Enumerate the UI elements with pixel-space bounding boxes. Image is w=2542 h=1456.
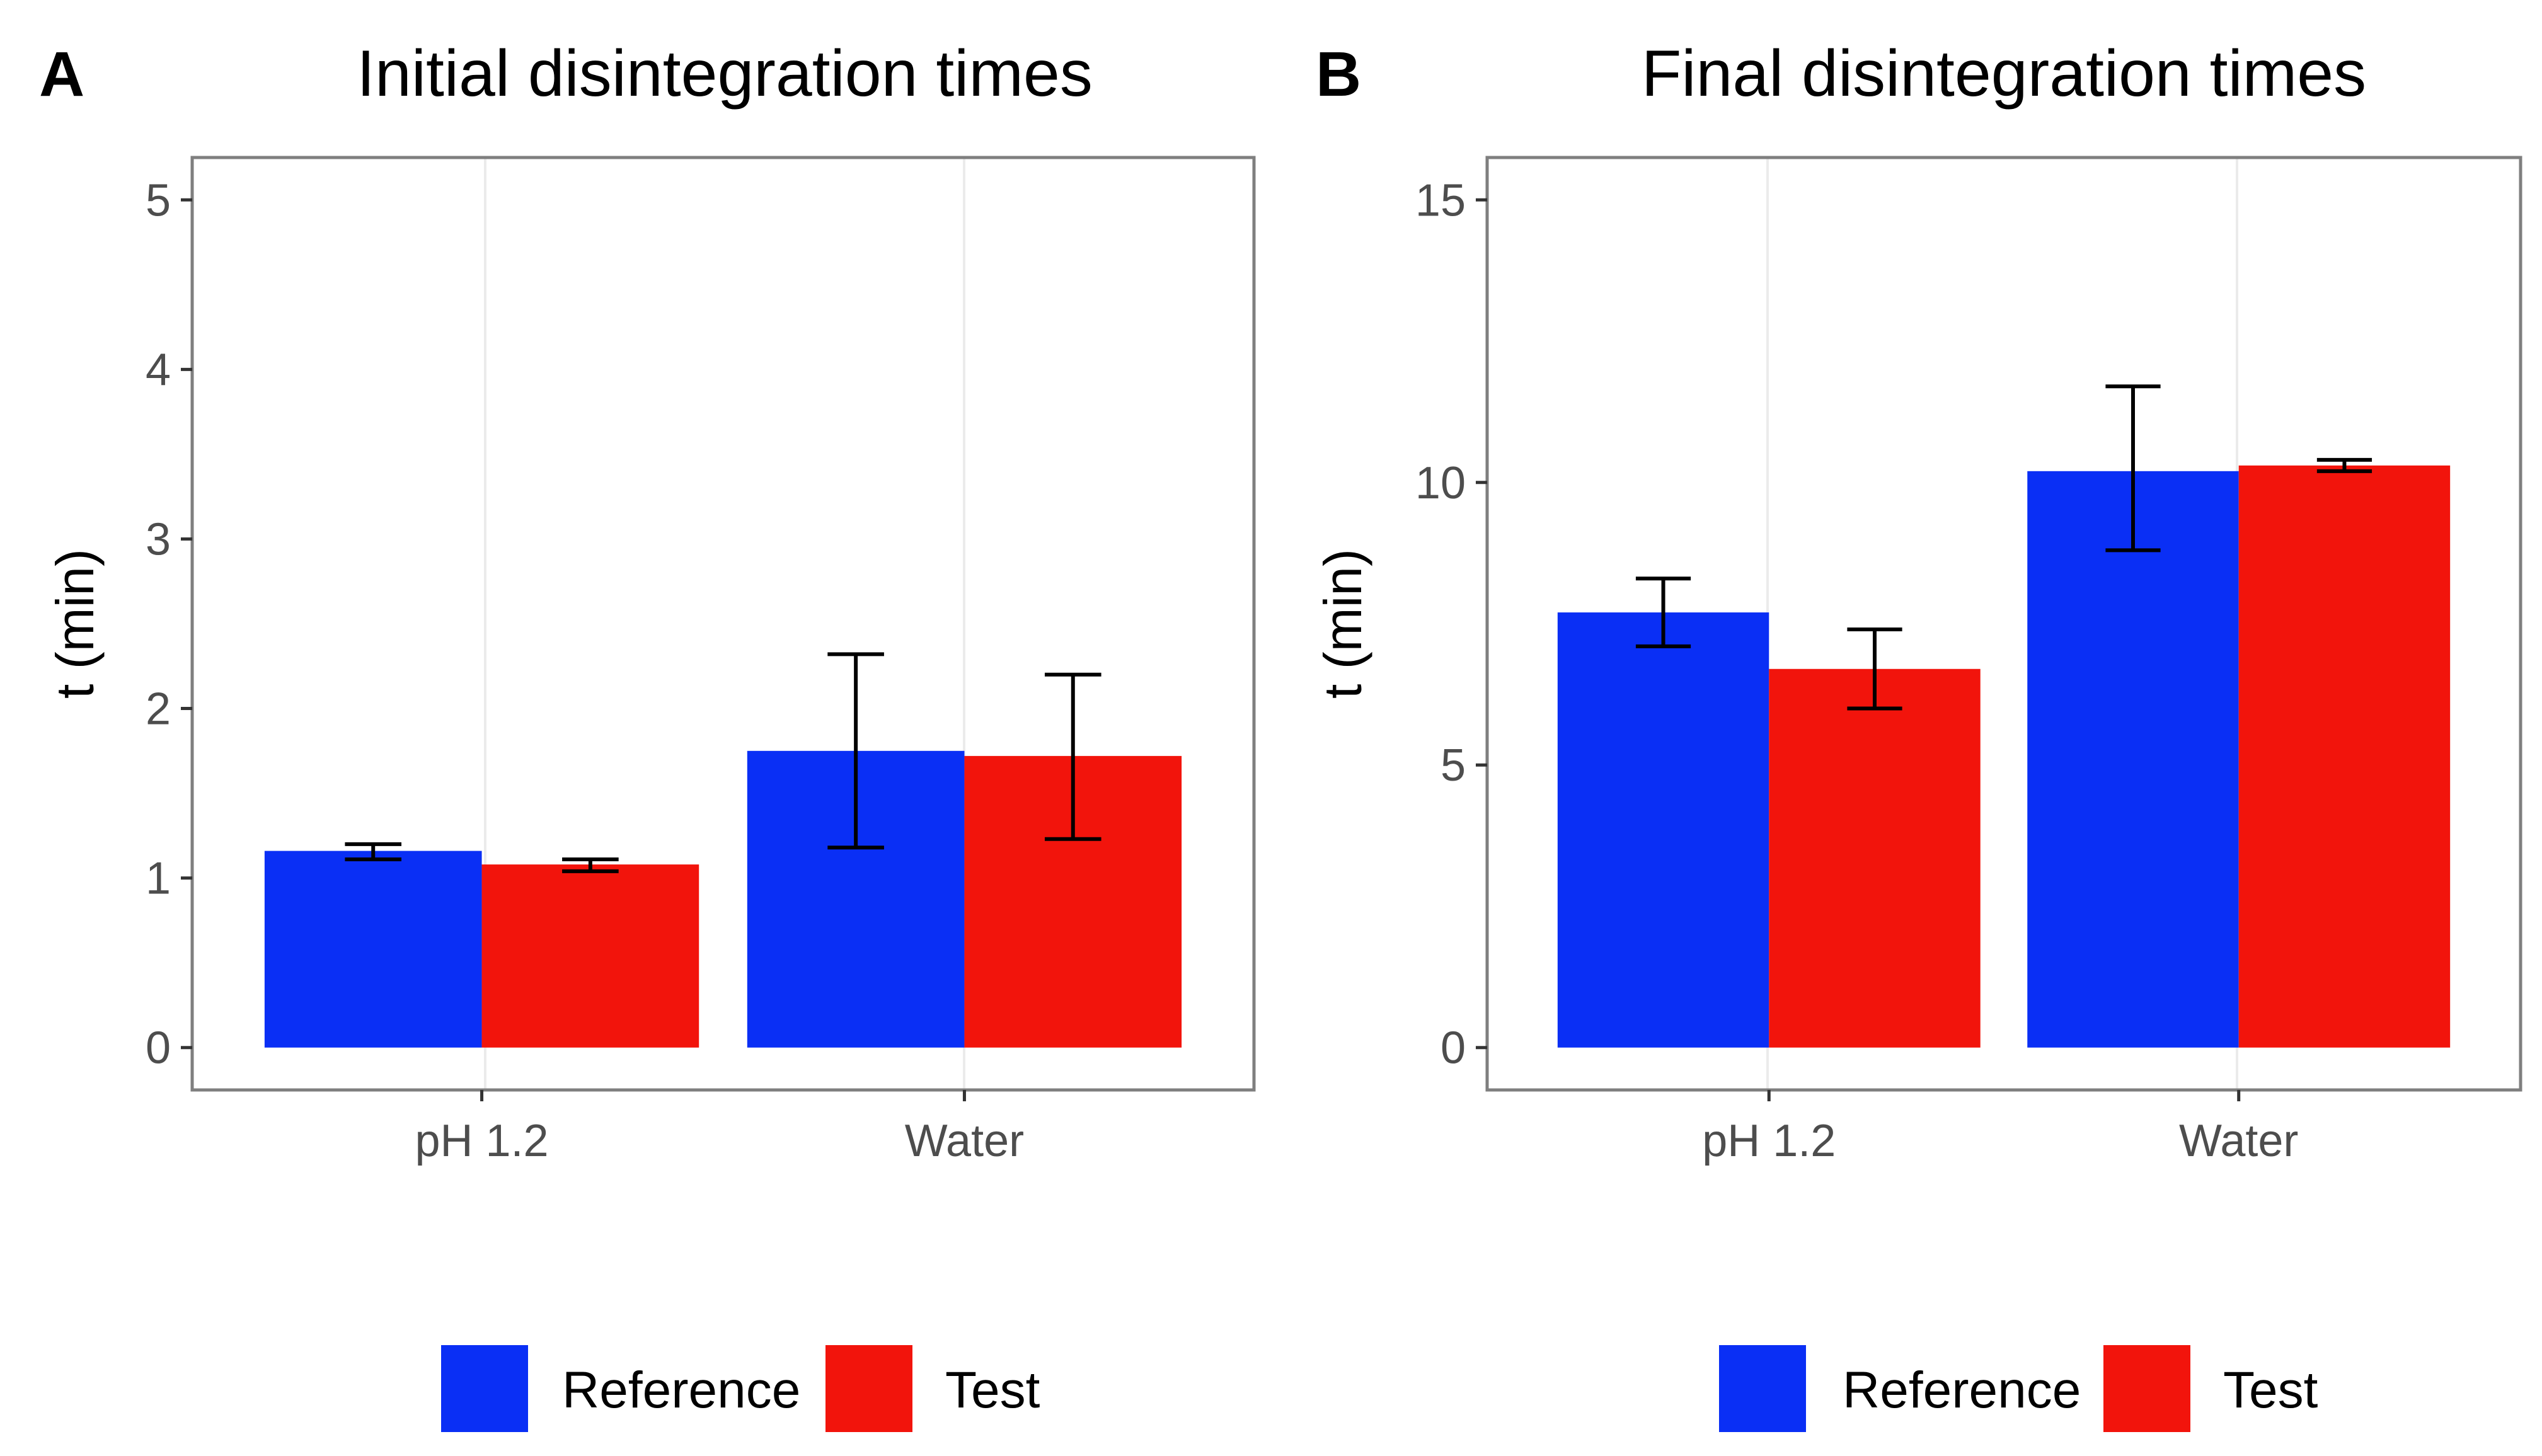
bar-test-0 — [481, 864, 699, 1048]
panel-a-letter: A — [39, 39, 84, 110]
error-bar-test-0 — [1847, 627, 1902, 711]
panel-b-y-tick-label: 0 — [1441, 1023, 1466, 1074]
panel-a-y-tick-label: 2 — [146, 684, 171, 735]
bar-reference-1 — [2027, 471, 2239, 1048]
error-bar-reference-1 — [2105, 384, 2161, 553]
panel-a-title: Initial disintegration times — [357, 37, 1093, 110]
panel-a-y-axis: 0 1 2 3 4 5 — [146, 175, 192, 1074]
panel-a-y-axis-title: t (min) — [45, 549, 105, 699]
panel-a-bars — [264, 750, 1182, 1048]
bar-test-1 — [2238, 465, 2451, 1048]
panel-a-y-tick-label: 5 — [146, 175, 171, 226]
legend-label-reference: Reference — [562, 1361, 800, 1419]
panel-b-title: Final disintegration times — [1642, 37, 2366, 110]
panel-a-x-axis: pH 1.2 Water — [415, 1090, 1024, 1166]
panel-b-y-tick-label: 5 — [1441, 740, 1466, 791]
legend-label-test: Test — [2223, 1361, 2318, 1419]
legend-swatch-reference — [441, 1345, 528, 1432]
panel-b-letter: B — [1316, 39, 1361, 110]
panel-a-y-tick-label: 4 — [146, 345, 171, 395]
panel-a-y-tick-label: 0 — [146, 1023, 171, 1074]
error-bar-test-1 — [2316, 457, 2372, 473]
panel-b-y-axis: 0 5 10 15 — [1415, 175, 1487, 1074]
panel-b-error-bars — [1635, 384, 2372, 711]
legend-swatch-reference — [1719, 1345, 1806, 1432]
panel-b-x-tick-label: pH 1.2 — [1702, 1116, 1836, 1166]
panel-a-y-tick-label: 1 — [146, 854, 171, 904]
panel-a-plot-frame — [190, 156, 1256, 1092]
panel-a-legend: Reference Test — [441, 1345, 1040, 1432]
panel-b-bars — [1557, 465, 2451, 1048]
panel-a-x-tick-label: pH 1.2 — [415, 1116, 548, 1166]
error-bar-reference-0 — [345, 842, 402, 862]
error-bar-reference-1 — [827, 652, 884, 850]
error-bar-test-0 — [562, 857, 619, 873]
bar-reference-0 — [264, 851, 482, 1048]
bar-test-0 — [1769, 668, 1981, 1048]
panel-b-plot-frame — [1485, 156, 2522, 1092]
panel-b-y-tick-label: 10 — [1415, 458, 1466, 508]
panel-b-legend: Reference Test — [1719, 1345, 2318, 1432]
panel-b-x-axis: pH 1.2 Water — [1702, 1090, 2298, 1166]
panel-b-y-axis-title: t (min) — [1313, 549, 1372, 699]
panel-b: B Final disintegration times 0 5 10 15 pH 1… — [1313, 37, 2522, 1432]
panel-b-y-tick-label: 15 — [1415, 175, 1466, 226]
panel-a-x-tick-label: Water — [905, 1116, 1024, 1166]
legend-swatch-test — [2103, 1345, 2190, 1432]
panel-a: A Initial disintegration times 0 1 2 3 4 5 pH… — [39, 37, 1256, 1432]
panel-b-x-tick-label: Water — [2179, 1116, 2298, 1166]
panel-a-y-tick-label: 3 — [146, 514, 171, 565]
error-bar-test-1 — [1044, 672, 1101, 841]
bar-reference-0 — [1557, 612, 1769, 1048]
panel-a-error-bars — [345, 652, 1101, 873]
legend-label-test: Test — [945, 1361, 1040, 1419]
error-bar-reference-0 — [1635, 576, 1691, 648]
legend-label-reference: Reference — [1843, 1361, 2081, 1419]
legend-swatch-test — [825, 1345, 912, 1432]
